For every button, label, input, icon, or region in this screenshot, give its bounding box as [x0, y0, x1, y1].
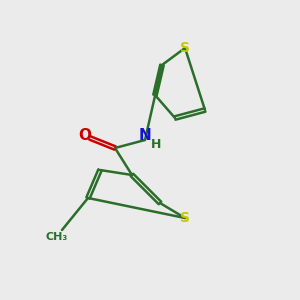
- Text: N: N: [139, 128, 152, 143]
- Text: S: S: [180, 41, 190, 55]
- Text: O: O: [79, 128, 92, 142]
- Text: H: H: [151, 139, 161, 152]
- Text: S: S: [180, 211, 190, 225]
- Text: CH₃: CH₃: [46, 232, 68, 242]
